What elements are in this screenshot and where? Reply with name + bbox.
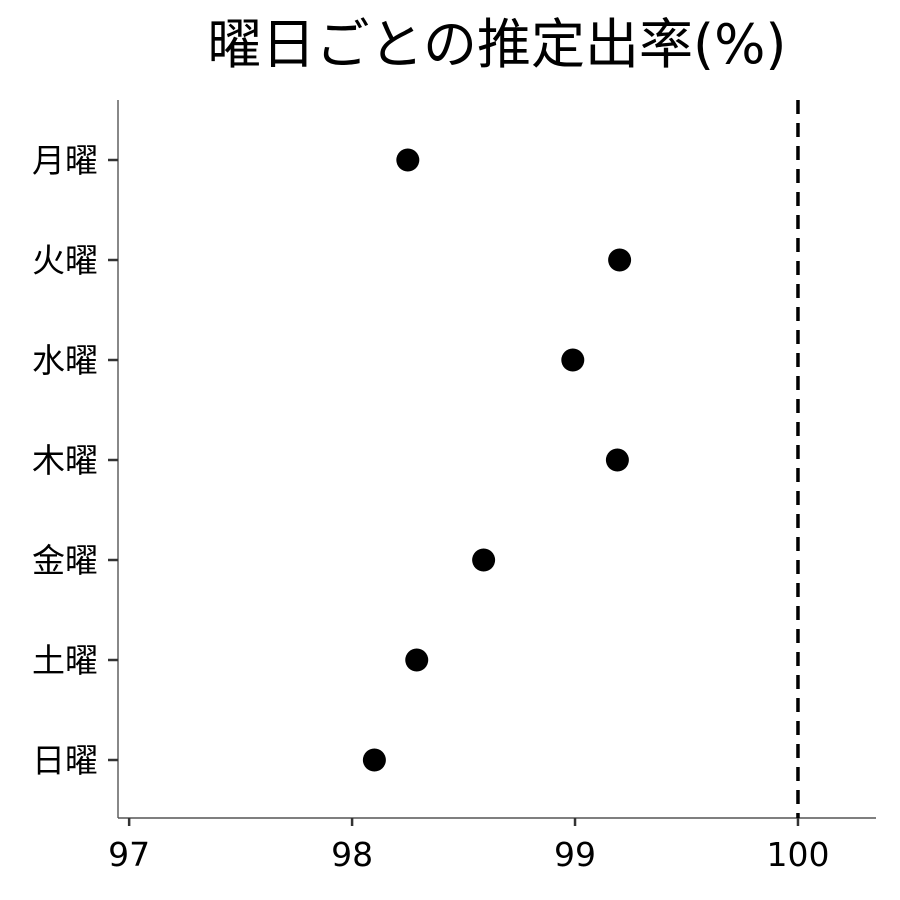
data-point bbox=[561, 348, 585, 372]
x-tick-label: 100 bbox=[766, 835, 829, 874]
data-point bbox=[472, 548, 496, 572]
data-point bbox=[605, 448, 629, 472]
y-tick-label: 日曜 bbox=[32, 741, 98, 780]
x-tick-label: 97 bbox=[108, 835, 150, 874]
y-tick-label: 金曜 bbox=[32, 541, 98, 580]
y-tick-label: 月曜 bbox=[32, 141, 98, 180]
data-point bbox=[396, 148, 420, 172]
x-tick-label: 98 bbox=[331, 835, 373, 874]
y-tick-label: 木曜 bbox=[32, 441, 98, 480]
x-tick-label: 99 bbox=[554, 835, 596, 874]
y-tick-label: 火曜 bbox=[32, 241, 98, 280]
y-tick-label: 土曜 bbox=[32, 641, 98, 680]
y-tick-label: 水曜 bbox=[32, 341, 98, 380]
data-point bbox=[608, 248, 632, 272]
data-point bbox=[362, 748, 386, 772]
chart-title: 曜日ごとの推定出率(%) bbox=[208, 13, 787, 76]
data-point bbox=[405, 648, 429, 672]
